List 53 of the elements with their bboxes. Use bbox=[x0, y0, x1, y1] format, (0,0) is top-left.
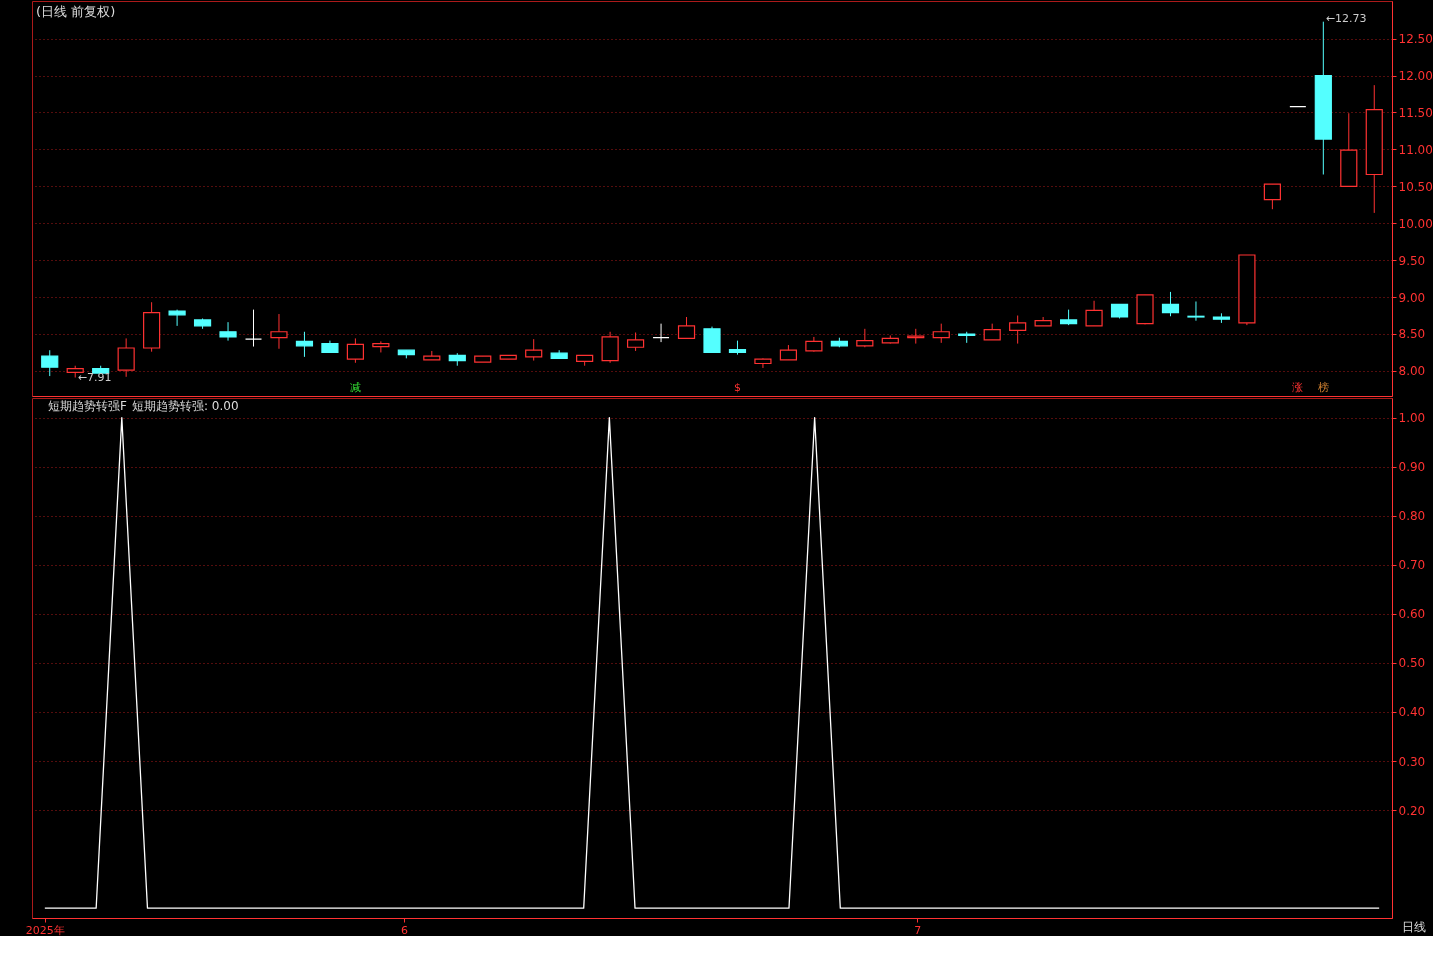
candlestick bbox=[703, 326, 721, 354]
candlestick bbox=[601, 331, 619, 364]
x-tick-label: 7 bbox=[914, 923, 922, 937]
chart-title: (日线 前复权) bbox=[36, 4, 116, 19]
annotation: 榜 bbox=[1317, 381, 1329, 395]
annotation: ←12.73 bbox=[1325, 11, 1367, 25]
y-tick-label: 10.00 bbox=[1398, 216, 1433, 231]
y-tick-label: 0.70 bbox=[1398, 558, 1426, 573]
candlestick bbox=[168, 309, 186, 327]
candlestick bbox=[372, 340, 390, 353]
candlestick bbox=[346, 337, 364, 364]
y-tick-label: 0.50 bbox=[1398, 656, 1426, 671]
candlestick bbox=[626, 332, 645, 352]
candlestick bbox=[244, 309, 263, 348]
candlestick bbox=[1161, 291, 1180, 317]
y-tick-label: 8.00 bbox=[1398, 364, 1426, 379]
candlestick bbox=[270, 313, 288, 350]
y-tick-label: 12.50 bbox=[1398, 32, 1433, 47]
candlestick bbox=[856, 328, 874, 348]
y-tick-label: 0.20 bbox=[1398, 803, 1426, 818]
y-tick-label: 9.50 bbox=[1398, 253, 1426, 268]
annotation: 涨 bbox=[1292, 381, 1304, 395]
y-tick-label: 0.40 bbox=[1398, 705, 1426, 720]
y-tick-label: 11.50 bbox=[1398, 105, 1433, 120]
chart-subtitle: 短期趋势转强: 0.00 bbox=[132, 399, 239, 413]
y-tick-label: 0.60 bbox=[1398, 607, 1426, 622]
y-tick-label: 0.30 bbox=[1398, 754, 1426, 769]
annotation: 减 bbox=[349, 381, 361, 395]
y-tick-label: 0.80 bbox=[1398, 509, 1426, 524]
candlestick bbox=[652, 323, 670, 343]
y-tick-label: 9.00 bbox=[1398, 290, 1426, 305]
y-tick-label: 12.00 bbox=[1398, 69, 1433, 84]
y-tick-label: 10.50 bbox=[1398, 179, 1433, 194]
candlestick bbox=[1187, 301, 1205, 322]
candlestick bbox=[677, 316, 696, 340]
y-tick-label: 11.00 bbox=[1398, 142, 1433, 157]
x-tick-label: 2025年 bbox=[25, 923, 65, 937]
candlestick bbox=[219, 321, 237, 342]
candlestick bbox=[1263, 183, 1281, 210]
y-tick-label: 8.50 bbox=[1398, 327, 1426, 342]
candlestick bbox=[525, 338, 543, 362]
x-tick-label: 6 bbox=[401, 923, 409, 937]
text: 日线 bbox=[1402, 920, 1426, 934]
candlestick bbox=[1009, 315, 1027, 345]
annotation: $ bbox=[733, 381, 741, 395]
candlestick bbox=[1085, 300, 1103, 327]
candlestick bbox=[932, 323, 950, 344]
candlestick bbox=[117, 337, 135, 378]
y-tick-label: 0.90 bbox=[1398, 460, 1426, 475]
candlestick bbox=[41, 349, 59, 377]
chart-title: 短期趋势转强F bbox=[48, 399, 127, 413]
annotation: ←7.91 bbox=[77, 371, 112, 385]
y-tick-label: 1.00 bbox=[1398, 411, 1426, 426]
